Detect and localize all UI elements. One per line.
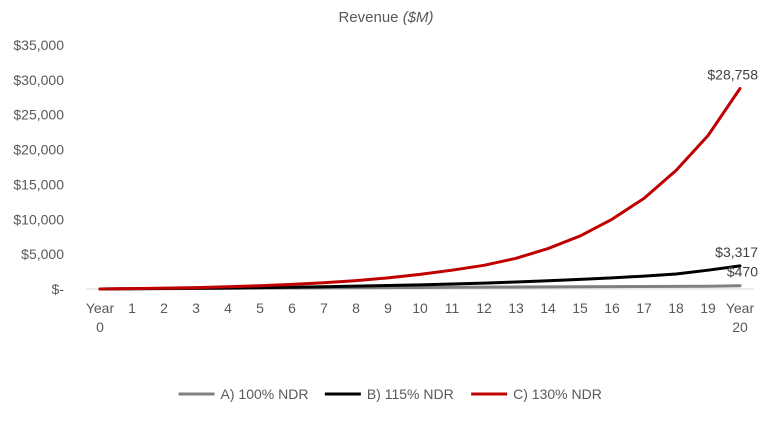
x-tick-label: 5 — [256, 300, 264, 316]
x-tick-label: Year 20 — [726, 300, 755, 335]
y-tick-label: $- — [52, 281, 65, 297]
data-label-2: $3,317 — [715, 244, 758, 260]
data-label-1: $470 — [727, 264, 758, 280]
data-labels: $470 $3,317 $28,758 — [707, 67, 758, 280]
x-tick-label: 11 — [445, 300, 460, 316]
x-tick-label: 13 — [508, 300, 524, 316]
y-tick-label: $5,000 — [21, 246, 64, 262]
y-tick-label: $15,000 — [13, 176, 64, 192]
x-tick-label: 2 — [160, 300, 168, 316]
x-tick-label: 19 — [700, 300, 716, 316]
x-tick-label: 8 — [352, 300, 360, 316]
x-tick-label: 10 — [412, 300, 428, 316]
x-tick-label: 1 — [128, 300, 136, 316]
legend-label-1: A) 100% NDR — [221, 386, 309, 402]
x-tick-label: 6 — [288, 300, 296, 316]
chart-title-unit: ($M) — [403, 9, 434, 26]
x-tick-label: 9 — [384, 300, 392, 316]
x-tick-label: 17 — [636, 300, 652, 316]
y-tick-label: $10,000 — [13, 211, 64, 227]
y-tick-label: $35,000 — [13, 37, 64, 53]
x-tick-label: 3 — [192, 300, 200, 316]
y-tick-label: $20,000 — [13, 142, 64, 158]
x-tick-label: 15 — [572, 300, 588, 316]
series-line-3 — [98, 87, 742, 291]
x-tick-label: 14 — [540, 300, 556, 316]
axes: $- $5,000 $10,000 $15,000 $20,000 $25,000 $30,… — [13, 37, 754, 335]
data-label-3: $28,758 — [707, 67, 758, 83]
series-lines — [98, 87, 742, 291]
x-tick-label: 16 — [604, 300, 620, 316]
y-tick-label: $25,000 — [13, 107, 64, 123]
x-tick-label: 12 — [476, 300, 492, 316]
x-tick-label: 4 — [224, 300, 232, 316]
legend: A) 100% NDR B) 115% NDR C) 130% NDR — [178, 386, 602, 402]
x-tick-label: 7 — [320, 300, 328, 316]
chart-title: Revenue ($M) — [338, 9, 433, 26]
x-tick-label: Year 0 — [86, 300, 115, 335]
y-tick-label: $30,000 — [13, 72, 64, 88]
x-tick-label: 18 — [668, 300, 684, 316]
chart-title-text: Revenue — [338, 9, 398, 26]
legend-label-3: C) 130% NDR — [513, 386, 602, 402]
legend-label-2: B) 115% NDR — [367, 386, 454, 402]
